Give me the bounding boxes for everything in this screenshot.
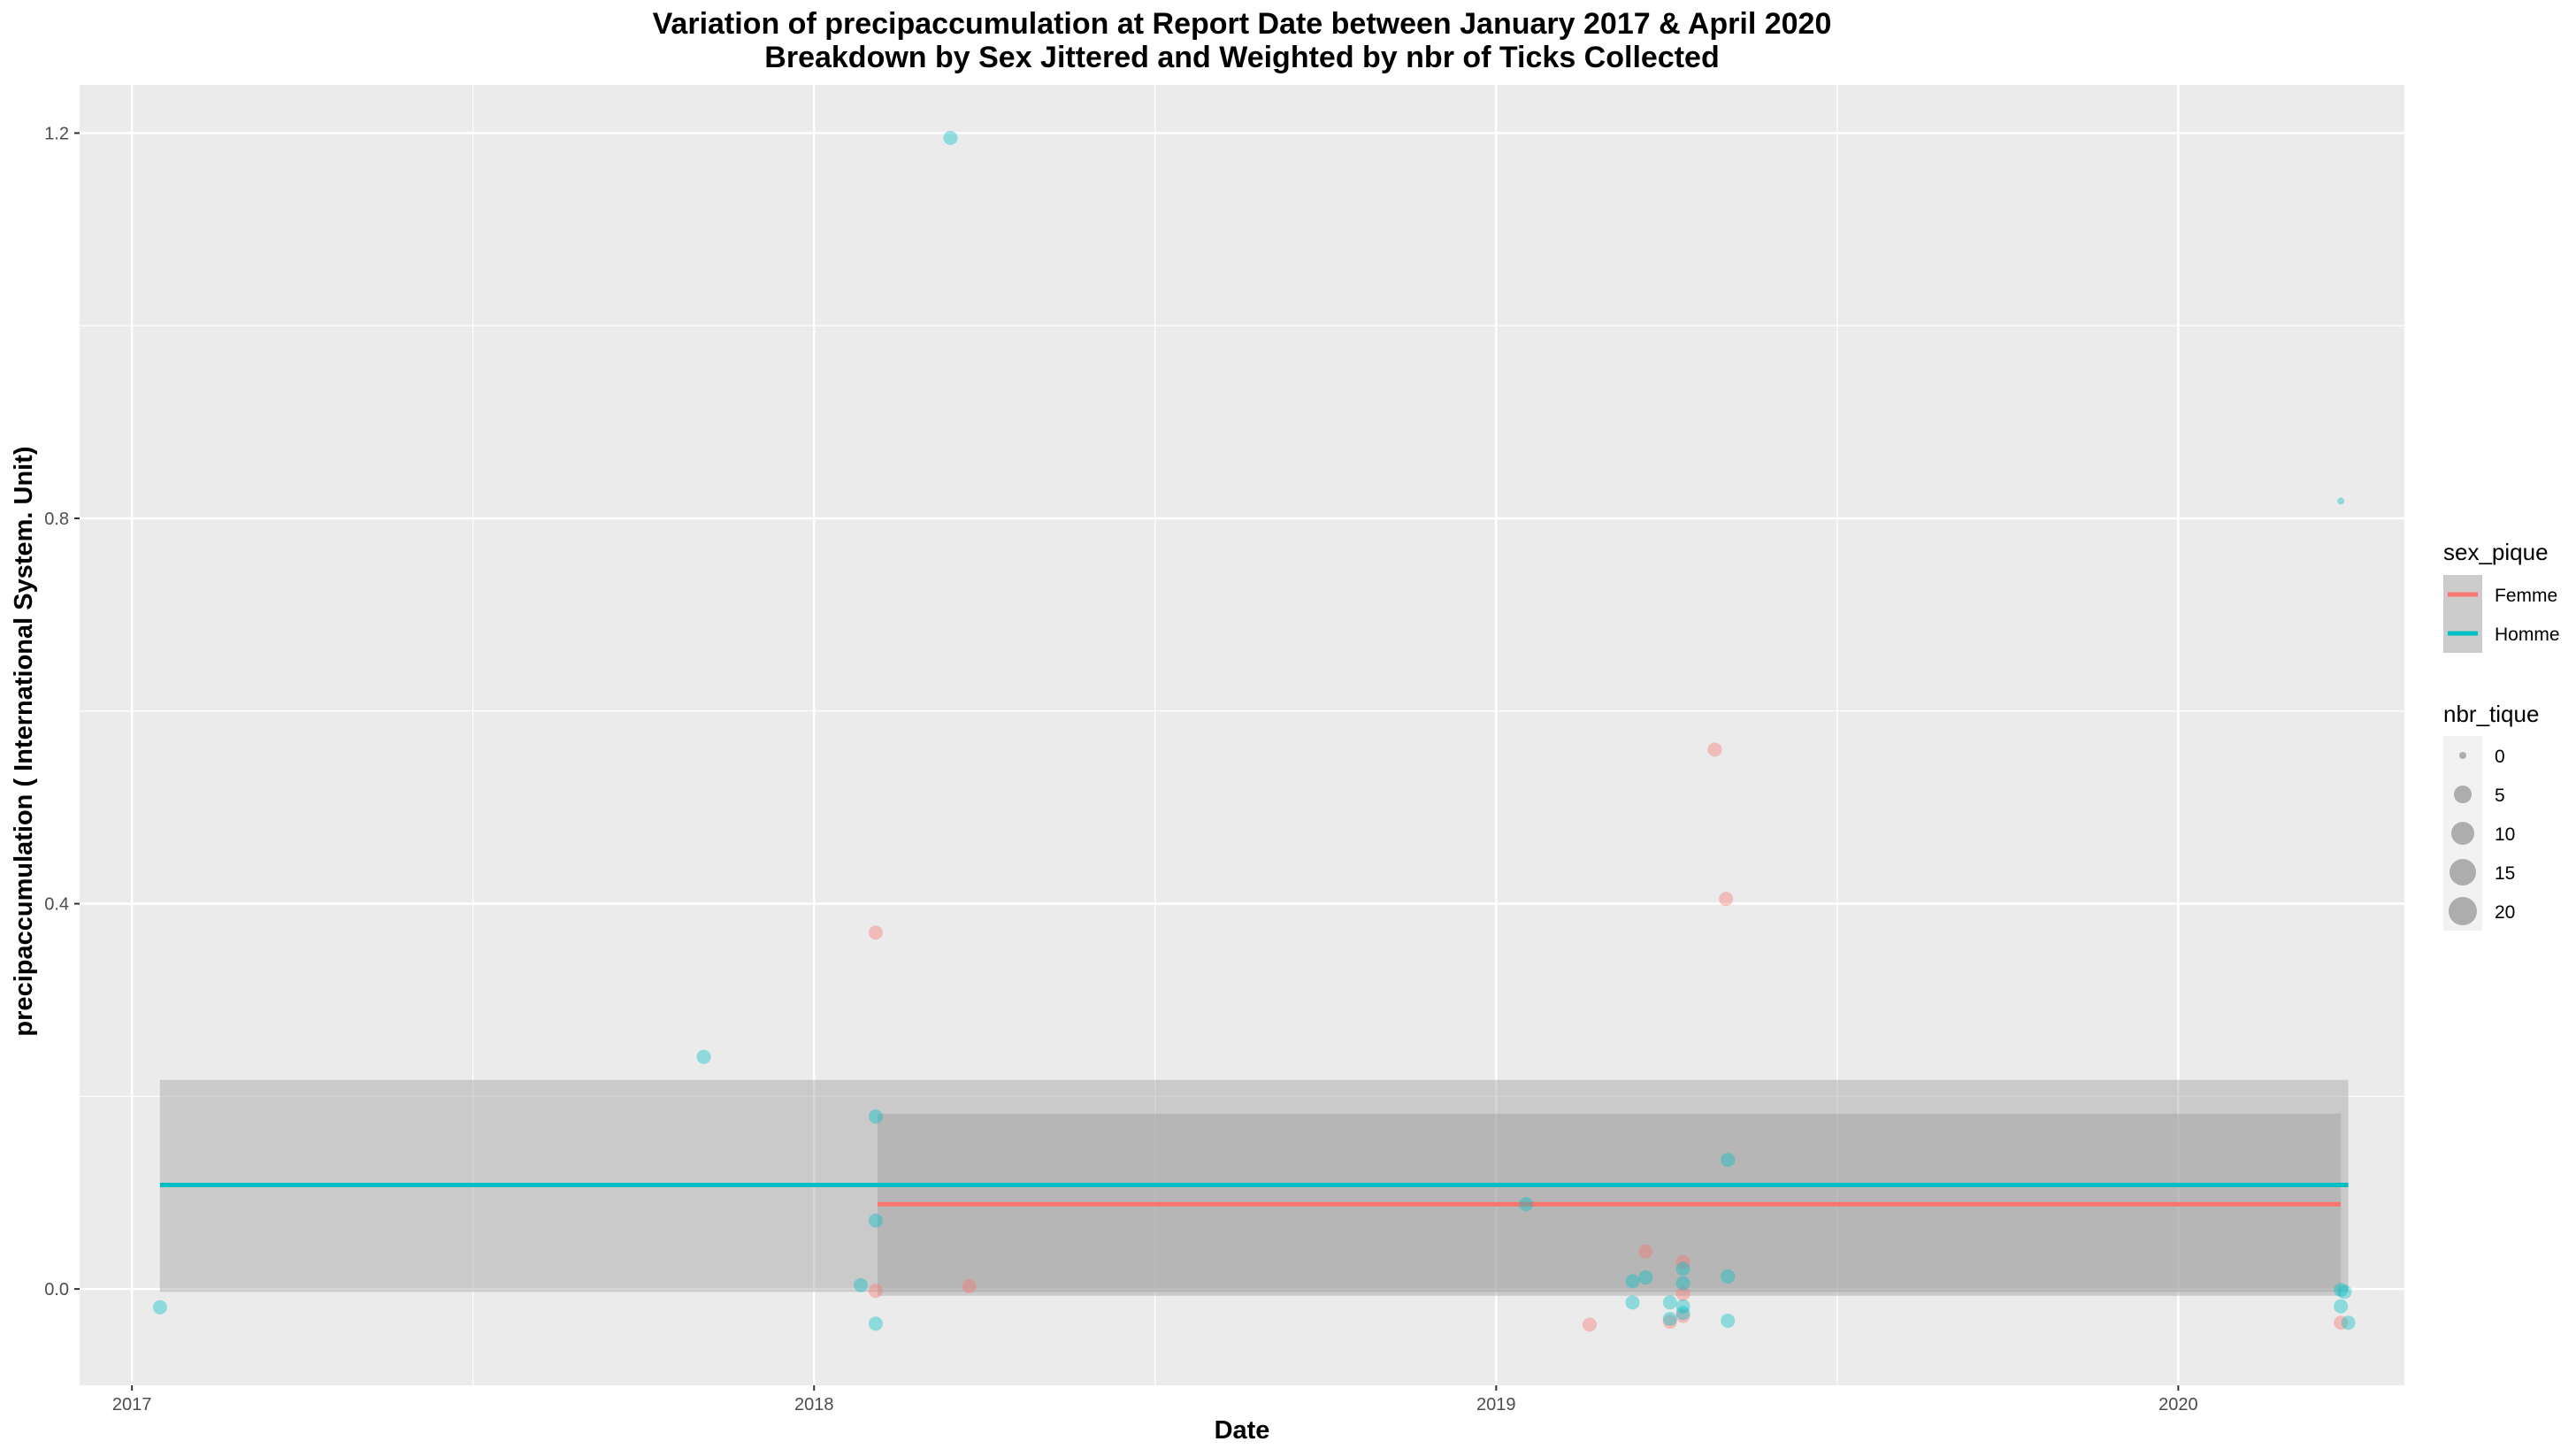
data-point-homme (1638, 1270, 1653, 1285)
data-point-homme (2334, 1299, 2349, 1314)
data-point-homme (1675, 1299, 1690, 1314)
data-point-femme (1675, 1286, 1690, 1301)
x-axis-title: Date (1215, 1416, 1270, 1445)
data-point-femme (1662, 1315, 1677, 1330)
chart-subtitle: Breakdown by Sex Jittered and Weighted b… (764, 41, 1719, 74)
legend-size-label-20: 20 (2495, 902, 2515, 923)
data-point-homme (2337, 497, 2345, 505)
data-point-femme (2334, 1315, 2349, 1330)
x-tick-label: 2017 (112, 1395, 152, 1414)
legend-size-key-5 (2454, 786, 2472, 803)
legend-size-label-15: 15 (2495, 863, 2515, 884)
data-point-homme (1625, 1274, 1640, 1289)
data-point-homme (2337, 1284, 2352, 1300)
data-point-femme (1707, 742, 1722, 757)
legend: sex_pique Femme Homme nbr_tique 0 5 10 1… (2443, 539, 2560, 931)
y-tick-label: 0.0 (44, 1280, 69, 1300)
data-point-femme (1638, 1244, 1653, 1259)
legend-size-label-10: 10 (2495, 824, 2515, 845)
legend-size-key-20 (2449, 897, 2477, 925)
grid-major (80, 85, 2404, 1385)
plot-panel (80, 85, 2404, 1385)
data-point-femme (868, 1284, 883, 1299)
data-point-homme (1662, 1295, 1677, 1310)
data-point-homme (943, 130, 958, 145)
data-points (152, 130, 2356, 1332)
data-point-femme (868, 925, 883, 940)
x-tick-label: 2018 (794, 1395, 834, 1414)
data-point-femme (1675, 1254, 1690, 1269)
data-point-homme (868, 1109, 883, 1124)
grid-minor (80, 85, 2404, 1385)
y-axis-ticks: 0.0 0.4 0.8 1.2 (44, 124, 80, 1300)
data-point-homme (1662, 1311, 1677, 1326)
y-axis-title: precipaccumulation ( International Syste… (10, 446, 38, 1036)
x-axis-ticks: 2017 2018 2019 2020 (112, 1385, 2198, 1414)
data-point-homme (1675, 1261, 1690, 1276)
data-point-homme (152, 1300, 167, 1315)
legend-size-label-0: 0 (2495, 747, 2505, 767)
data-point-femme (962, 1278, 977, 1293)
legend-size-key-15 (2450, 859, 2476, 886)
y-tick-label: 0.4 (44, 895, 69, 915)
legend-label-femme: Femme (2495, 586, 2557, 606)
legend-size-key-0 (2459, 752, 2466, 759)
legend-size-label-5: 5 (2495, 786, 2505, 806)
data-point-homme (868, 1316, 883, 1331)
data-point-homme (854, 1277, 869, 1292)
confidence-ribbons (159, 1079, 2349, 1296)
data-point-homme (868, 1213, 883, 1228)
chart-title: Variation of precipaccumulation at Repor… (653, 7, 1832, 41)
legend-size-title: nbr_tique (2443, 701, 2539, 727)
y-tick-label: 1.2 (44, 124, 69, 143)
legend-color-title: sex_pique (2443, 539, 2549, 565)
data-point-homme (1675, 1276, 1690, 1291)
x-tick-label: 2019 (1476, 1395, 1516, 1414)
data-point-homme (1721, 1314, 1736, 1329)
data-point-femme (1582, 1317, 1597, 1332)
data-point-homme (2334, 1283, 2349, 1298)
data-point-homme (1675, 1306, 1690, 1321)
smooth-lines (159, 1183, 2349, 1207)
data-point-homme (1625, 1295, 1640, 1310)
legend-size-key-10 (2451, 822, 2474, 845)
data-point-femme (1675, 1308, 1690, 1323)
data-point-homme (696, 1049, 711, 1064)
data-point-homme (1721, 1153, 1736, 1168)
x-tick-label: 2020 (2158, 1395, 2198, 1414)
data-point-homme (2341, 1315, 2356, 1330)
data-point-homme (1721, 1269, 1736, 1284)
data-point-homme (1519, 1197, 1534, 1212)
legend-label-homme: Homme (2495, 625, 2560, 645)
y-tick-label: 0.8 (44, 510, 69, 529)
data-point-femme (1719, 892, 1734, 907)
